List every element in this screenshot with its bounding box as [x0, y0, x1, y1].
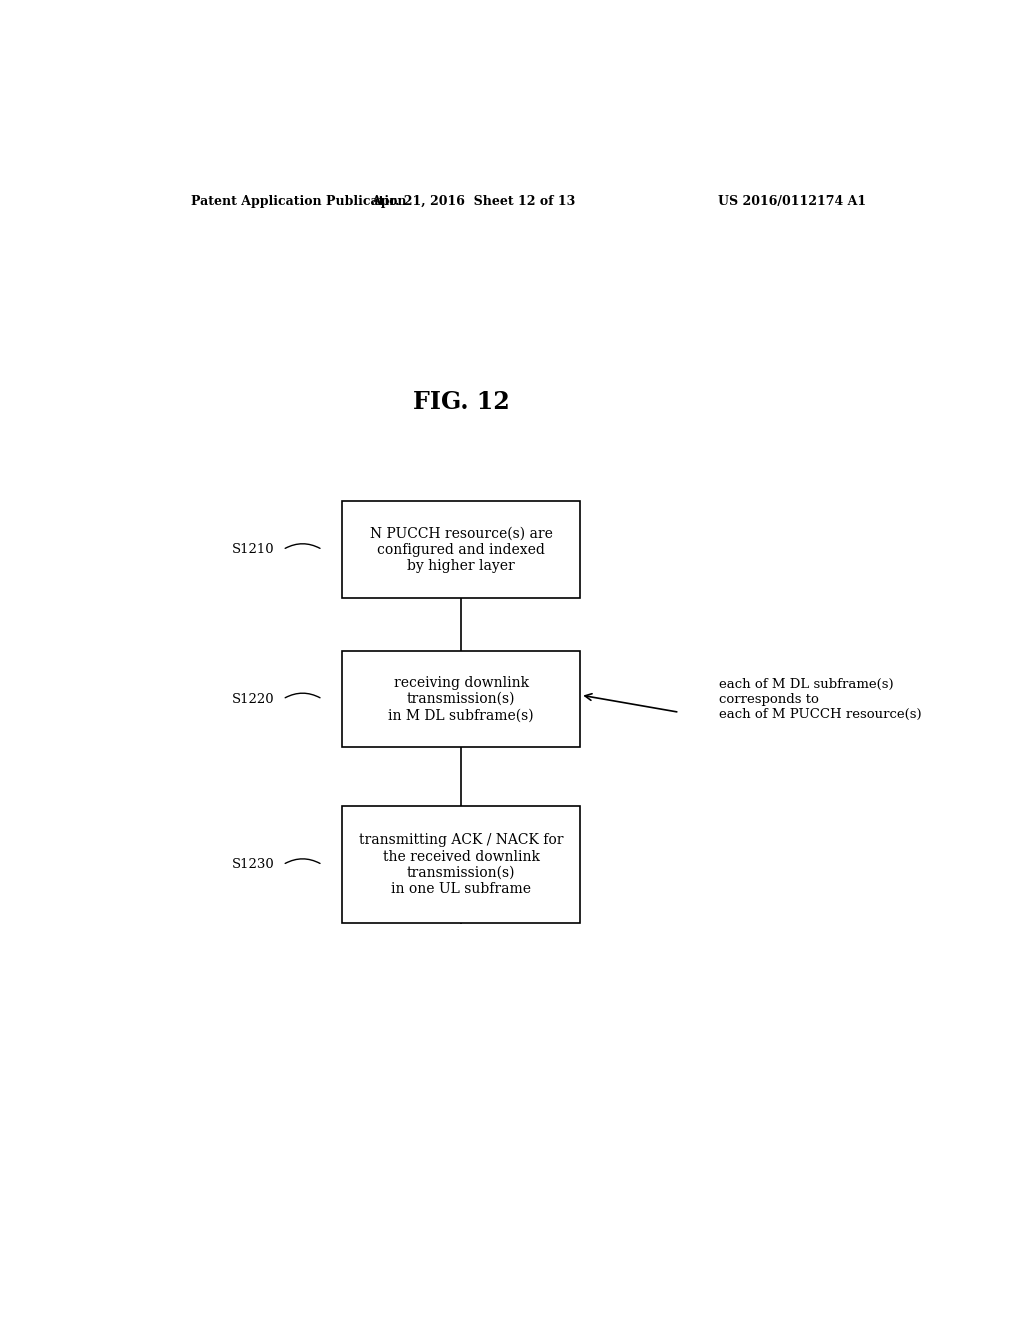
Text: Patent Application Publication: Patent Application Publication: [191, 194, 407, 207]
Bar: [342, 651, 581, 747]
Text: transmitting ACK / NACK for
the received downlink
transmission(s)
in one UL subf: transmitting ACK / NACK for the received…: [359, 833, 563, 896]
Bar: [342, 502, 581, 598]
Text: S1210: S1210: [232, 544, 274, 556]
Text: S1230: S1230: [232, 858, 274, 871]
Bar: [342, 807, 581, 923]
Text: FIG. 12: FIG. 12: [413, 391, 510, 414]
Text: each of M DL subframe(s)
corresponds to
each of M PUCCH resource(s): each of M DL subframe(s) corresponds to …: [719, 677, 922, 721]
Text: N PUCCH resource(s) are
configured and indexed
by higher layer: N PUCCH resource(s) are configured and i…: [370, 527, 553, 573]
Text: receiving downlink
transmission(s)
in M DL subframe(s): receiving downlink transmission(s) in M …: [388, 676, 535, 722]
Text: Apr. 21, 2016  Sheet 12 of 13: Apr. 21, 2016 Sheet 12 of 13: [371, 194, 575, 207]
Text: S1220: S1220: [232, 693, 274, 706]
Text: US 2016/0112174 A1: US 2016/0112174 A1: [718, 194, 866, 207]
